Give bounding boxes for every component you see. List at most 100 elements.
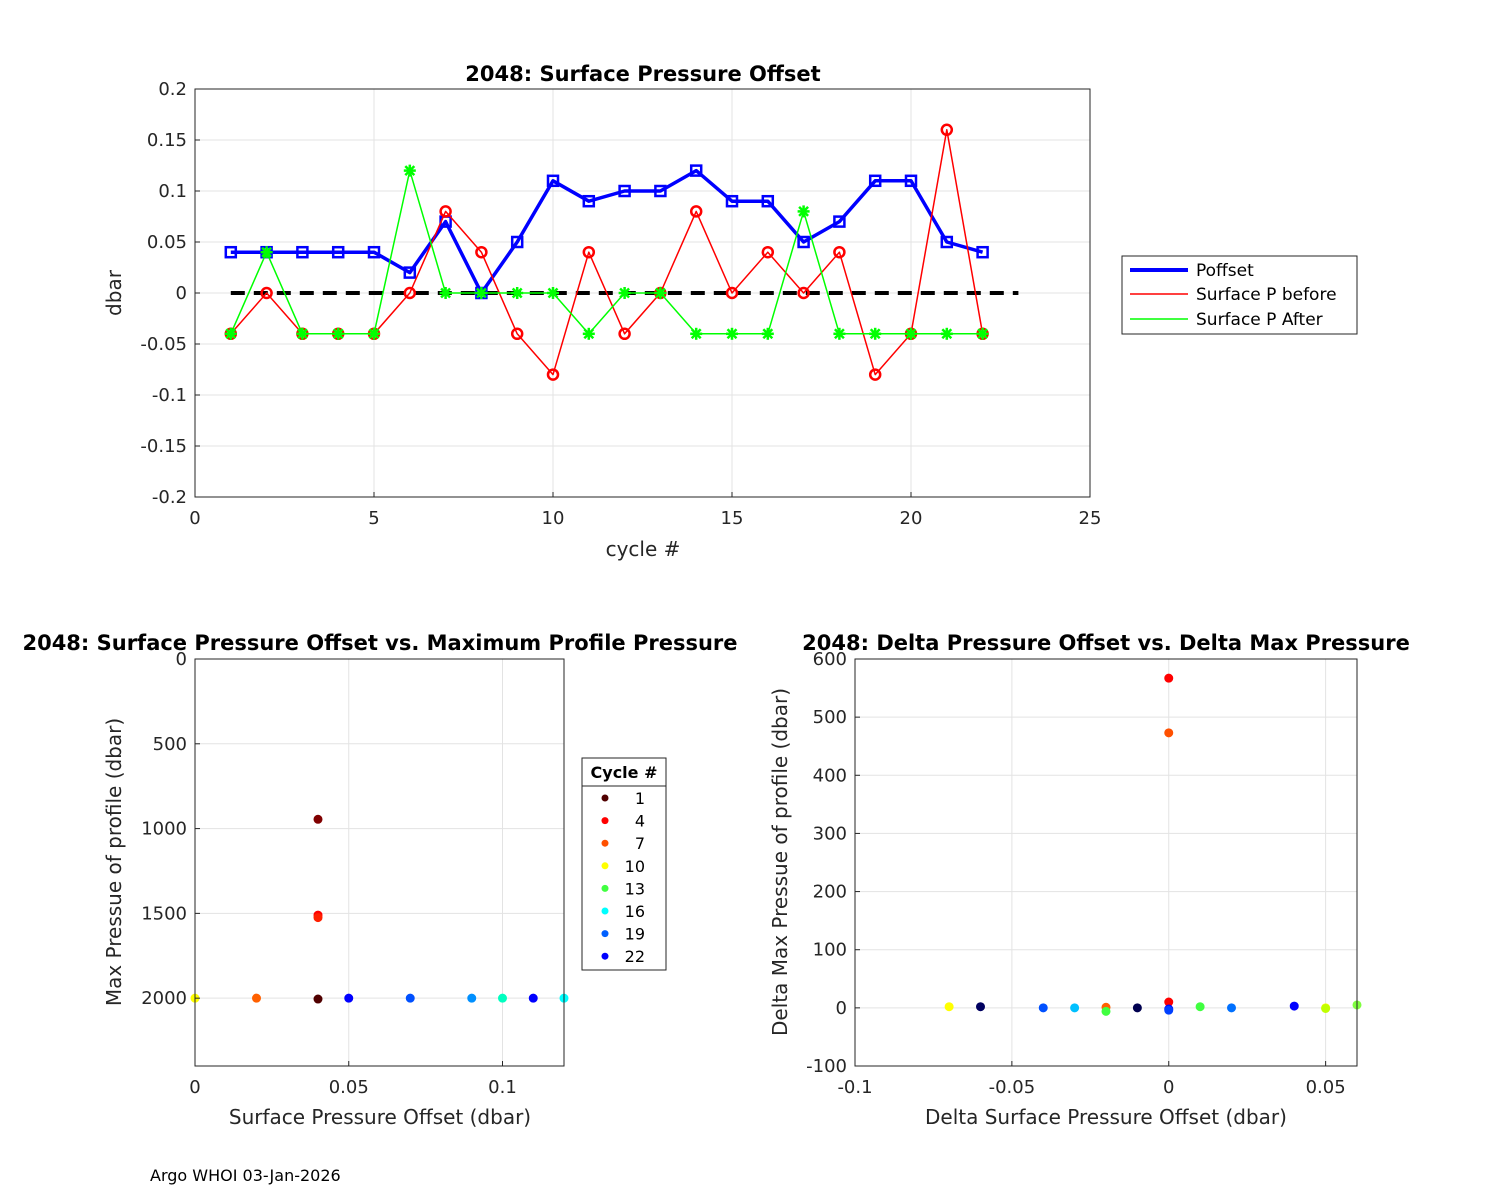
y-tick-label: 2000: [141, 988, 187, 1009]
scatter-point: [313, 994, 323, 1004]
x-axis-label: cycle #: [606, 537, 681, 561]
scatter-point: [976, 1002, 985, 1012]
legend-marker: [601, 794, 609, 802]
surface-p-after-point: [690, 327, 703, 340]
x-tick-label: -0.1: [837, 1077, 872, 1098]
surface-p-after-point: [403, 164, 416, 177]
surface-p-before-point: [439, 205, 452, 218]
scatter-point: [1164, 673, 1174, 683]
y-tick-label: 500: [153, 734, 187, 755]
surface-p-before-point: [582, 245, 596, 259]
surface-p-before-point: [940, 123, 954, 137]
scatter-point: [1164, 728, 1174, 738]
x-tick-label: 0.05: [1306, 1077, 1346, 1098]
legend-entry: 4: [635, 812, 645, 831]
x-tick-label: 0: [1163, 1077, 1174, 1098]
y-axis-label: dbar: [102, 269, 126, 316]
y-tick-label: 1000: [141, 819, 187, 840]
x-tick-label: 5: [368, 508, 379, 529]
surface-p-after-point: [475, 287, 488, 299]
y-tick-label: 0: [836, 998, 847, 1019]
surface-p-before-point: [833, 245, 846, 259]
surface-p-after-point: [582, 327, 595, 340]
y-tick-label: 600: [813, 649, 847, 670]
surface-p-before-point: [761, 245, 775, 259]
y-tick-label: 300: [813, 823, 847, 844]
legend-marker: [601, 817, 609, 825]
legend-entry: 19: [625, 925, 645, 944]
chart-title: 2048: Surface Pressure Offset: [465, 62, 820, 86]
poffset-point: [976, 245, 989, 259]
surface-p-after-point: [439, 287, 452, 299]
y-tick-label: 0.05: [147, 232, 187, 253]
x-tick-label: 25: [1079, 508, 1102, 529]
plot-area: [944, 673, 1362, 1016]
legend-marker: [601, 907, 609, 915]
scatter-point: [467, 993, 477, 1003]
surface-p-after-point: [296, 327, 309, 340]
poffset-point: [546, 174, 560, 188]
y-tick-label: 200: [813, 882, 847, 903]
chart-title: 2048: Surface Pressure Offset vs. Maximu…: [22, 631, 737, 655]
y-axis-label: Delta Max Pressue of profile (dbar): [768, 688, 792, 1036]
scatter-point: [252, 993, 261, 1003]
surface-p-after-point: [869, 327, 882, 340]
scatter-point: [1132, 1003, 1142, 1013]
x-tick-label: -0.05: [989, 1077, 1036, 1098]
surface-p-after-point: [547, 287, 559, 299]
poffset-point: [367, 245, 381, 259]
poffset-point: [403, 266, 417, 279]
scatter-point: [1038, 1003, 1048, 1013]
y-axis-label: Max Pressue of profile (dbar): [102, 718, 126, 1006]
legend-marker: [601, 839, 609, 847]
y-tick-label: 500: [813, 707, 847, 728]
surface-p-before-point: [797, 286, 810, 300]
footer-credit: Argo WHOI 03-Jan-2026: [150, 1166, 341, 1185]
poffset-point: [331, 245, 345, 259]
y-tick-label: -0.1: [152, 385, 187, 406]
poffset-point: [868, 174, 882, 188]
surface-p-after-point: [940, 327, 953, 340]
surface-p-before-point: [868, 368, 882, 381]
delta-offset-vs-delta-max-chart: -0.1 -0.05 0 0.05 -100 0 100 200 300 400 500 600 20…: [768, 631, 1410, 1129]
scatter-point: [1101, 1006, 1111, 1016]
surface-p-after-point: [905, 327, 917, 340]
legend-label-after: Surface P After: [1196, 310, 1323, 330]
x-tick-label: 10: [542, 508, 565, 529]
surface-p-after-point: [976, 327, 989, 340]
x-tick-label: 20: [900, 508, 923, 529]
scatter-point: [405, 993, 415, 1003]
y-tick-label: 0.15: [147, 130, 187, 151]
surface-p-after-point: [726, 327, 738, 340]
surface-p-after-point: [332, 327, 345, 340]
y-tick-label: 400: [813, 765, 847, 786]
poffset-point: [582, 194, 596, 208]
y-tick-label: -0.2: [152, 487, 187, 508]
offset-vs-maxpressure-chart: 0 0.05 0.1 0 500 1000 1500 2000 2048: Surface P…: [22, 631, 737, 1129]
poffset-point: [618, 184, 631, 198]
scatter-point: [344, 993, 354, 1003]
poffset-point: [224, 245, 238, 259]
scatter-point: [1195, 1002, 1205, 1012]
x-tick-label: 0.05: [329, 1077, 369, 1098]
surface-p-after-point: [654, 287, 667, 299]
x-tick-label: 0: [189, 1077, 200, 1098]
y-tick-label: -0.15: [140, 436, 187, 457]
poffset-point: [797, 235, 810, 249]
scatter-point: [1321, 1003, 1331, 1013]
x-tick-label: 0: [189, 508, 200, 529]
poffset-point: [940, 235, 954, 249]
poffset-point: [725, 194, 739, 208]
scatter-point: [313, 814, 323, 824]
y-tick-label: -0.05: [140, 334, 187, 355]
surface-p-after-point: [833, 327, 846, 340]
surface-p-after-point: [511, 287, 524, 299]
legend-marker: [601, 884, 609, 892]
surface-p-after-point: [224, 327, 237, 340]
scatter-point: [313, 913, 323, 923]
scatter-point: [1289, 1001, 1299, 1011]
surface-p-before-point: [510, 327, 524, 341]
axis-ticks: -0.1 -0.05 0 0.05 -100 0 100 200 300 400 500 600: [806, 649, 1346, 1098]
series-line-poffset: [230, 168, 984, 295]
legend-marker: [601, 952, 609, 960]
